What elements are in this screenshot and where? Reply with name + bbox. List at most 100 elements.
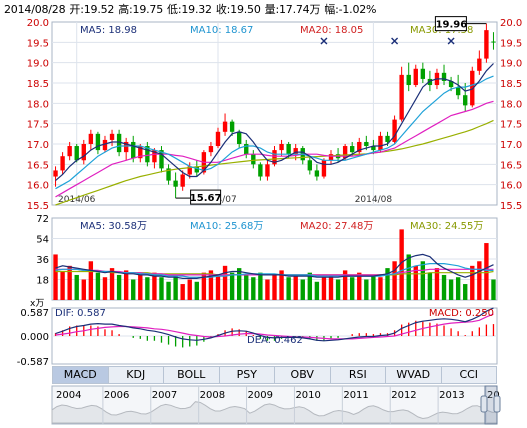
volume-bar	[166, 281, 171, 300]
candle-body	[350, 146, 355, 153]
timeline-year-label: 2013	[439, 390, 464, 401]
candle-body	[194, 166, 199, 173]
volume-bar	[441, 274, 447, 300]
volume-bar	[145, 277, 150, 300]
volume-bar	[484, 243, 489, 300]
candle-body	[95, 133, 101, 151]
candle-body	[321, 160, 327, 177]
price-panel-frame	[51, 21, 498, 206]
candle-body	[477, 58, 482, 71]
volume-bar	[81, 279, 86, 300]
volume-ma10-line	[55, 263, 494, 278]
candle-body	[357, 141, 362, 153]
volume-bar	[463, 284, 468, 300]
volume-bar	[286, 277, 291, 300]
timeline-year-label: 2006	[104, 390, 129, 401]
price-axis-left-tick: 16.5	[27, 160, 49, 171]
volume-bar	[53, 254, 58, 300]
tab-kdj[interactable]: KDJ	[109, 367, 164, 383]
volume-bar	[455, 277, 461, 300]
high-marker-label: 19.96	[436, 20, 468, 31]
timeline-year-label: 2012	[391, 390, 416, 401]
tab-wvad[interactable]: WVAD	[386, 367, 442, 383]
candle-body	[406, 74, 411, 86]
candle-body	[463, 95, 468, 106]
volume-bar	[378, 277, 383, 300]
high-label: 高:	[118, 3, 133, 16]
volume-bar	[194, 281, 199, 300]
price-legend-item: MA20: 18.05	[300, 25, 363, 36]
candle-body	[484, 30, 489, 59]
candle-body	[81, 144, 86, 161]
volume-bar	[371, 274, 376, 300]
volume-bar	[314, 281, 320, 300]
volume-bar	[364, 279, 369, 300]
price-axis-left-tick: 18.0	[27, 99, 49, 110]
price-axis-right-tick: 17.5	[500, 120, 522, 131]
macd-axis-tick: 0.000	[20, 332, 49, 343]
candle-body	[102, 139, 108, 151]
candle-body	[385, 135, 390, 142]
candle-body	[60, 156, 65, 171]
candle-body	[159, 150, 164, 169]
candle-body	[371, 146, 376, 151]
timeline-left-handle[interactable]	[480, 395, 488, 413]
indicator-tabs: MACD KDJ BOLL PSY OBV RSI WVAD CCI	[52, 366, 497, 384]
volume-bar	[399, 229, 404, 300]
price-axis-right-tick: 19.0	[500, 59, 522, 70]
event-marker-icon	[447, 37, 455, 45]
tab-boll[interactable]: BOLL	[164, 367, 220, 383]
change-label: 幅:	[324, 3, 339, 16]
candle-body	[307, 160, 313, 171]
volume-legend-item: MA30: 24.55万	[410, 221, 483, 232]
candle-body	[88, 133, 94, 144]
candle-body	[244, 144, 249, 155]
tab-cci[interactable]: CCI	[459, 368, 479, 381]
volume-bar	[95, 272, 101, 300]
price-axis-left-tick: 17.5	[27, 120, 49, 131]
volume-bar	[138, 274, 143, 300]
candle-body	[173, 180, 178, 187]
volume-label: 量:	[264, 3, 280, 16]
candle-body	[491, 41, 496, 43]
volume-bar	[67, 265, 72, 300]
volume-bar	[427, 272, 433, 300]
tab-psy[interactable]: PSY	[220, 367, 275, 383]
volume-bar	[88, 261, 94, 300]
price-axis-right-tick: 15.5	[500, 201, 522, 212]
low-marker-label: 15.67	[190, 193, 222, 204]
volume-bar	[173, 274, 178, 300]
macd-dea-label: DEA: 0.462	[247, 335, 303, 346]
volume-bar	[265, 279, 270, 300]
volume-bar	[413, 265, 418, 300]
candle-body	[166, 168, 171, 181]
macd-axis-tick: 0.587	[20, 308, 49, 319]
candle-body	[378, 135, 383, 151]
timeline-year-label: 2004	[56, 390, 81, 401]
volume-bar	[180, 284, 185, 300]
volume-axis-tick: 18	[36, 276, 49, 287]
candle-body	[265, 164, 270, 177]
candle-body	[258, 164, 263, 177]
timeline-right-handle[interactable]	[493, 395, 501, 413]
macd-dif-label: DIF: 0.587	[55, 308, 106, 319]
tab-macd[interactable]: MACD	[53, 367, 109, 383]
volume-bar	[244, 274, 249, 300]
volume-bar	[102, 277, 108, 300]
price-axis-right-tick: 16.0	[500, 181, 522, 192]
candle-body	[152, 150, 157, 163]
tab-rsi[interactable]: RSI	[331, 367, 386, 383]
volume-bar	[279, 270, 284, 300]
tab-obv[interactable]: OBV	[275, 367, 331, 383]
volume-bar	[357, 272, 362, 300]
candle-body	[286, 144, 291, 155]
candle-body	[455, 87, 461, 96]
price-legend-item: MA10: 18.67	[190, 25, 253, 36]
volume-bar	[342, 270, 348, 300]
volume-bar	[434, 268, 440, 300]
timeline-year-label: 2010	[295, 390, 320, 401]
volume-bar	[201, 272, 207, 300]
price-ma30-line	[55, 119, 494, 206]
volume-bar	[187, 279, 192, 300]
month-label: 2014/06	[58, 195, 96, 205]
